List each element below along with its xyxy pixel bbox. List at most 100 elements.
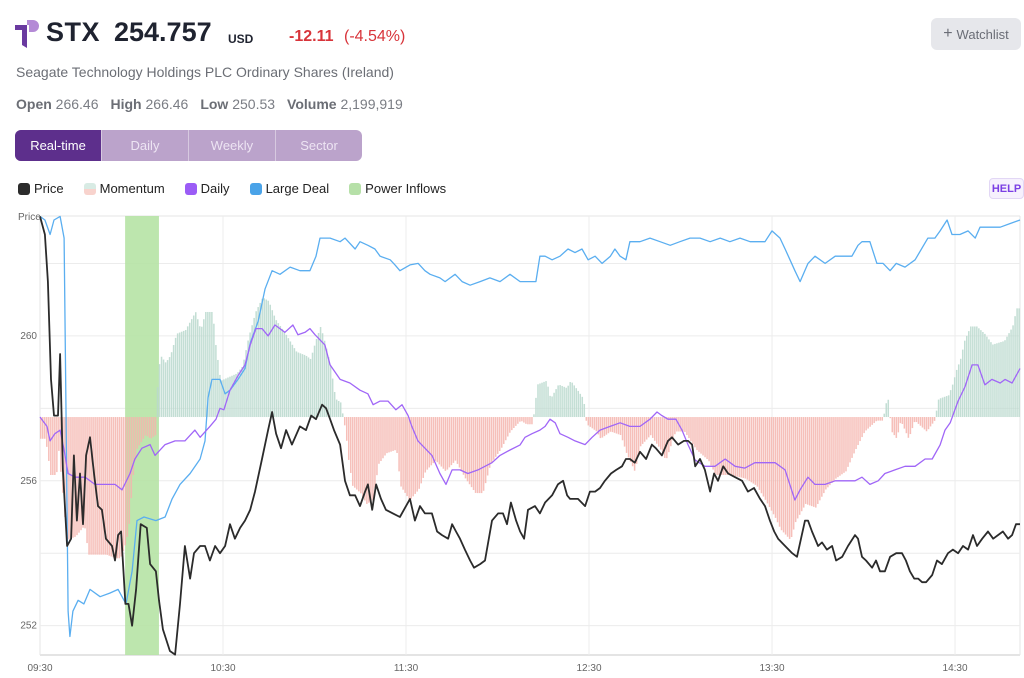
momentum-bar-negative (929, 417, 932, 427)
momentum-bar-negative (774, 417, 777, 518)
momentum-bar-negative (702, 417, 704, 456)
tab-sector[interactable]: Sector (300, 138, 338, 153)
momentum-bar-negative (148, 417, 151, 438)
momentum-bar-negative (837, 417, 839, 478)
momentum-bar-negative (140, 417, 143, 443)
momentum-bar-negative (643, 417, 646, 442)
legend-large-deal[interactable]: Large Deal (249, 181, 329, 196)
momentum-bar-negative (615, 417, 618, 434)
momentum-bar-positive (245, 350, 247, 418)
momentum-bar-positive (297, 352, 300, 418)
tab-weekly[interactable]: Weekly (189, 130, 276, 161)
momentum-bar-negative (154, 417, 157, 436)
legend-momentum[interactable]: Momentum (83, 181, 165, 196)
momentum-bar-negative (452, 417, 455, 463)
momentum-bar-positive (239, 369, 241, 418)
momentum-bar-negative (833, 417, 835, 481)
momentum-bar-negative (680, 417, 682, 432)
momentum-bar-negative (505, 417, 507, 441)
legend-price[interactable]: Price (18, 181, 64, 196)
momentum-bar-positive (287, 338, 290, 418)
momentum-bar-positive (541, 382, 543, 418)
x-tick-label: 12:30 (577, 663, 602, 674)
add-to-watchlist-button[interactable]: + Watchlist (931, 18, 1021, 50)
momentum-bar-positive (301, 354, 304, 418)
ticker-symbol: STX (46, 17, 101, 47)
momentum-bar-negative (635, 417, 638, 464)
momentum-bar-positive (581, 396, 584, 418)
help-button[interactable]: HELP (989, 178, 1024, 199)
momentum-bar-positive (329, 365, 332, 418)
momentum-bar-negative (128, 417, 131, 524)
momentum-bar-negative (376, 417, 378, 476)
momentum-bar-negative (54, 417, 56, 475)
momentum-bar-positive (959, 358, 962, 418)
momentum-bar-positive (255, 311, 257, 418)
momentum-bar-positive (565, 387, 567, 418)
momentum-bar-negative (58, 417, 60, 451)
momentum-bar-positive (211, 311, 213, 418)
momentum-bar-negative (498, 417, 501, 452)
momentum-bar-negative (388, 417, 390, 453)
momentum-bar-negative (873, 417, 875, 424)
momentum-bar-positive (241, 367, 243, 418)
momentum-bar-positive (281, 328, 284, 418)
momentum-bar-positive (217, 359, 219, 418)
momentum-bar-positive (949, 390, 952, 418)
price-chart[interactable]: Price 09:30 10:30 11:30 12:30 13:30 14:30 252 2… (0, 200, 1024, 678)
momentum-bar-negative (98, 417, 100, 555)
momentum-bar-negative (921, 417, 924, 428)
momentum-bar-negative (136, 417, 139, 449)
momentum-bar-negative (798, 417, 801, 515)
momentum-bar-positive (579, 393, 582, 418)
momentum-bar-positive (553, 392, 555, 418)
tab-daily[interactable]: Daily (102, 130, 189, 161)
momentum-bar-negative (152, 417, 155, 437)
tab-real-time[interactable]: Real-time (15, 130, 102, 161)
momentum-bar-negative (756, 417, 759, 487)
momentum-bar-negative (748, 417, 751, 481)
momentum-bar-positive (176, 333, 179, 418)
legend-daily[interactable]: Daily (184, 181, 230, 196)
momentum-bar-negative (917, 417, 920, 424)
momentum-bar-negative (639, 417, 642, 447)
x-tick-label: 14:30 (943, 663, 968, 674)
momentum-bar-positive (170, 352, 173, 418)
momentum-bar-negative (404, 417, 406, 493)
momentum-bar-negative (732, 417, 735, 476)
momentum-bar-negative (672, 417, 674, 441)
legend-power-inflows[interactable]: Power Inflows (349, 181, 446, 196)
currency-label: USD (228, 32, 254, 46)
momentum-bar-negative (343, 417, 346, 426)
momentum-bar-negative (891, 417, 894, 433)
momentum-bar-negative (819, 417, 821, 501)
momentum-bar-negative (44, 417, 46, 439)
momentum-bar-positive (231, 375, 233, 418)
momentum-bar-negative (464, 417, 467, 479)
momentum-bar-positive (221, 380, 223, 418)
momentum-bar-positive (277, 323, 280, 418)
current-price: 254.757 (114, 17, 212, 47)
momentum-bar-negative (674, 417, 676, 435)
momentum-bar-negative (762, 417, 765, 497)
momentum-bar-negative (513, 417, 515, 429)
momentum-bar-negative (492, 417, 495, 460)
momentum-bar-positive (939, 398, 942, 418)
momentum-bar-negative (658, 417, 660, 447)
momentum-bar-negative (853, 417, 855, 454)
momentum-bar-negative (420, 417, 422, 484)
momentum-bar-negative (714, 417, 716, 474)
momentum-bar-negative (68, 417, 70, 540)
momentum-bar-negative (434, 417, 437, 461)
momentum-bar-negative (806, 417, 809, 505)
momentum-bar-positive (571, 382, 573, 418)
momentum-bar-negative (790, 417, 793, 538)
momentum-bar-positive (164, 362, 167, 418)
momentum-bar-negative (398, 417, 400, 472)
momentum-bar-negative (907, 417, 910, 438)
momentum-bar-negative (631, 417, 634, 467)
momentum-bar-negative (52, 417, 54, 475)
momentum-bar-negative (802, 417, 805, 508)
momentum-bar-negative (146, 417, 149, 437)
momentum-bar-negative (656, 417, 658, 444)
